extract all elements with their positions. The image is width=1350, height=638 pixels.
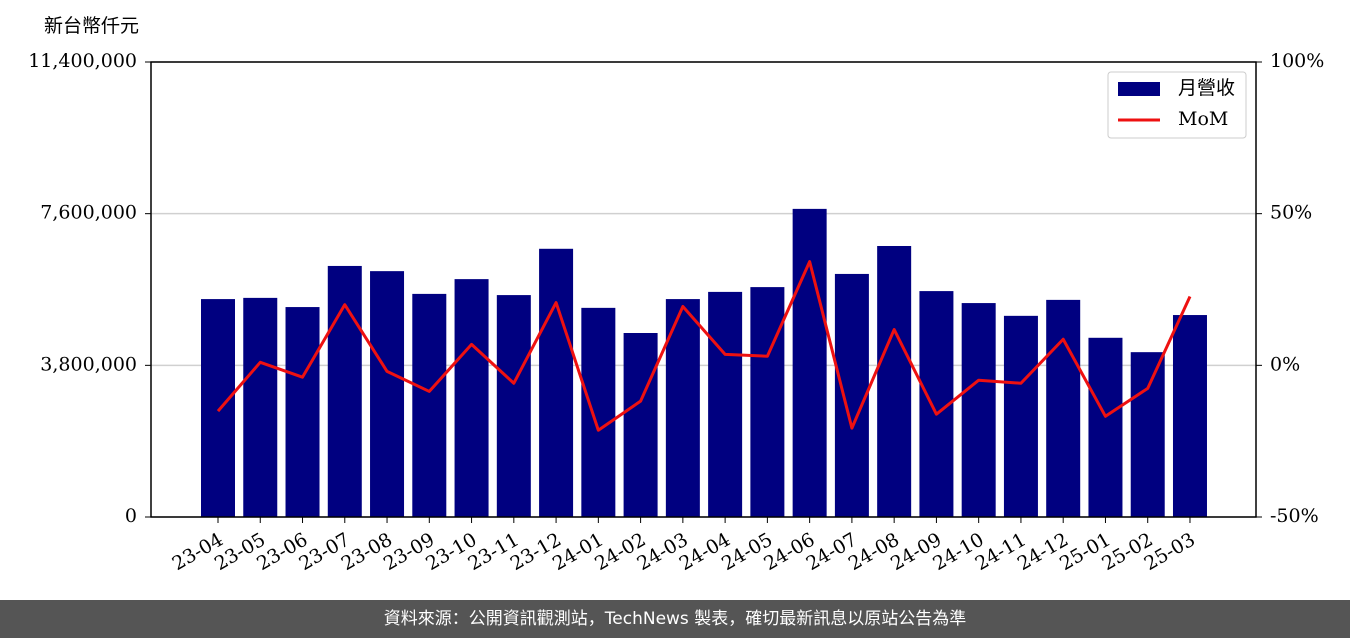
line [216, 260, 1192, 432]
legend-label: 月營收 [1178, 77, 1235, 99]
y2-tick-label: 50% [1270, 202, 1312, 224]
legend-label: MoM [1178, 108, 1228, 130]
y-tick-label: 3,800,000 [40, 353, 137, 375]
bar [581, 307, 616, 517]
bar [412, 293, 447, 517]
y-tick-label: 7,600,000 [40, 202, 137, 224]
bar [792, 208, 827, 517]
y2-tick-label: 100% [1270, 50, 1324, 72]
bar [877, 245, 912, 518]
bar [285, 307, 320, 517]
bar [496, 295, 531, 517]
bar [370, 271, 405, 517]
bar [1088, 337, 1123, 517]
y-axis-label: 新台幣仟元 [44, 15, 139, 37]
plot-frame [150, 61, 1257, 518]
bar [454, 279, 489, 517]
bar [623, 333, 658, 517]
bar [201, 299, 235, 517]
y-tick-label: 11,400,000 [28, 50, 137, 72]
bar [834, 273, 869, 517]
bar [1046, 299, 1081, 517]
footer: 資料來源：公開資訊觀測站，TechNews 製表，確切最新訊息以原站公告為準 [0, 600, 1350, 638]
chart: 新台幣仟元 0 3,800,000 7,600,000 11,400,000 -50% 0… [28, 15, 1324, 575]
bar [1130, 352, 1165, 517]
y2-tick-label: -50% [1270, 505, 1319, 527]
bar [243, 297, 278, 517]
y-tick-label: 0 [125, 505, 137, 527]
bar [1172, 315, 1207, 517]
bar [327, 265, 362, 517]
bar [1003, 315, 1038, 517]
bar [750, 287, 785, 517]
legend-swatch [1118, 82, 1160, 96]
y2-tick-label: 0% [1270, 353, 1300, 375]
bar [708, 291, 743, 517]
bar [539, 248, 574, 517]
bar [961, 303, 996, 517]
